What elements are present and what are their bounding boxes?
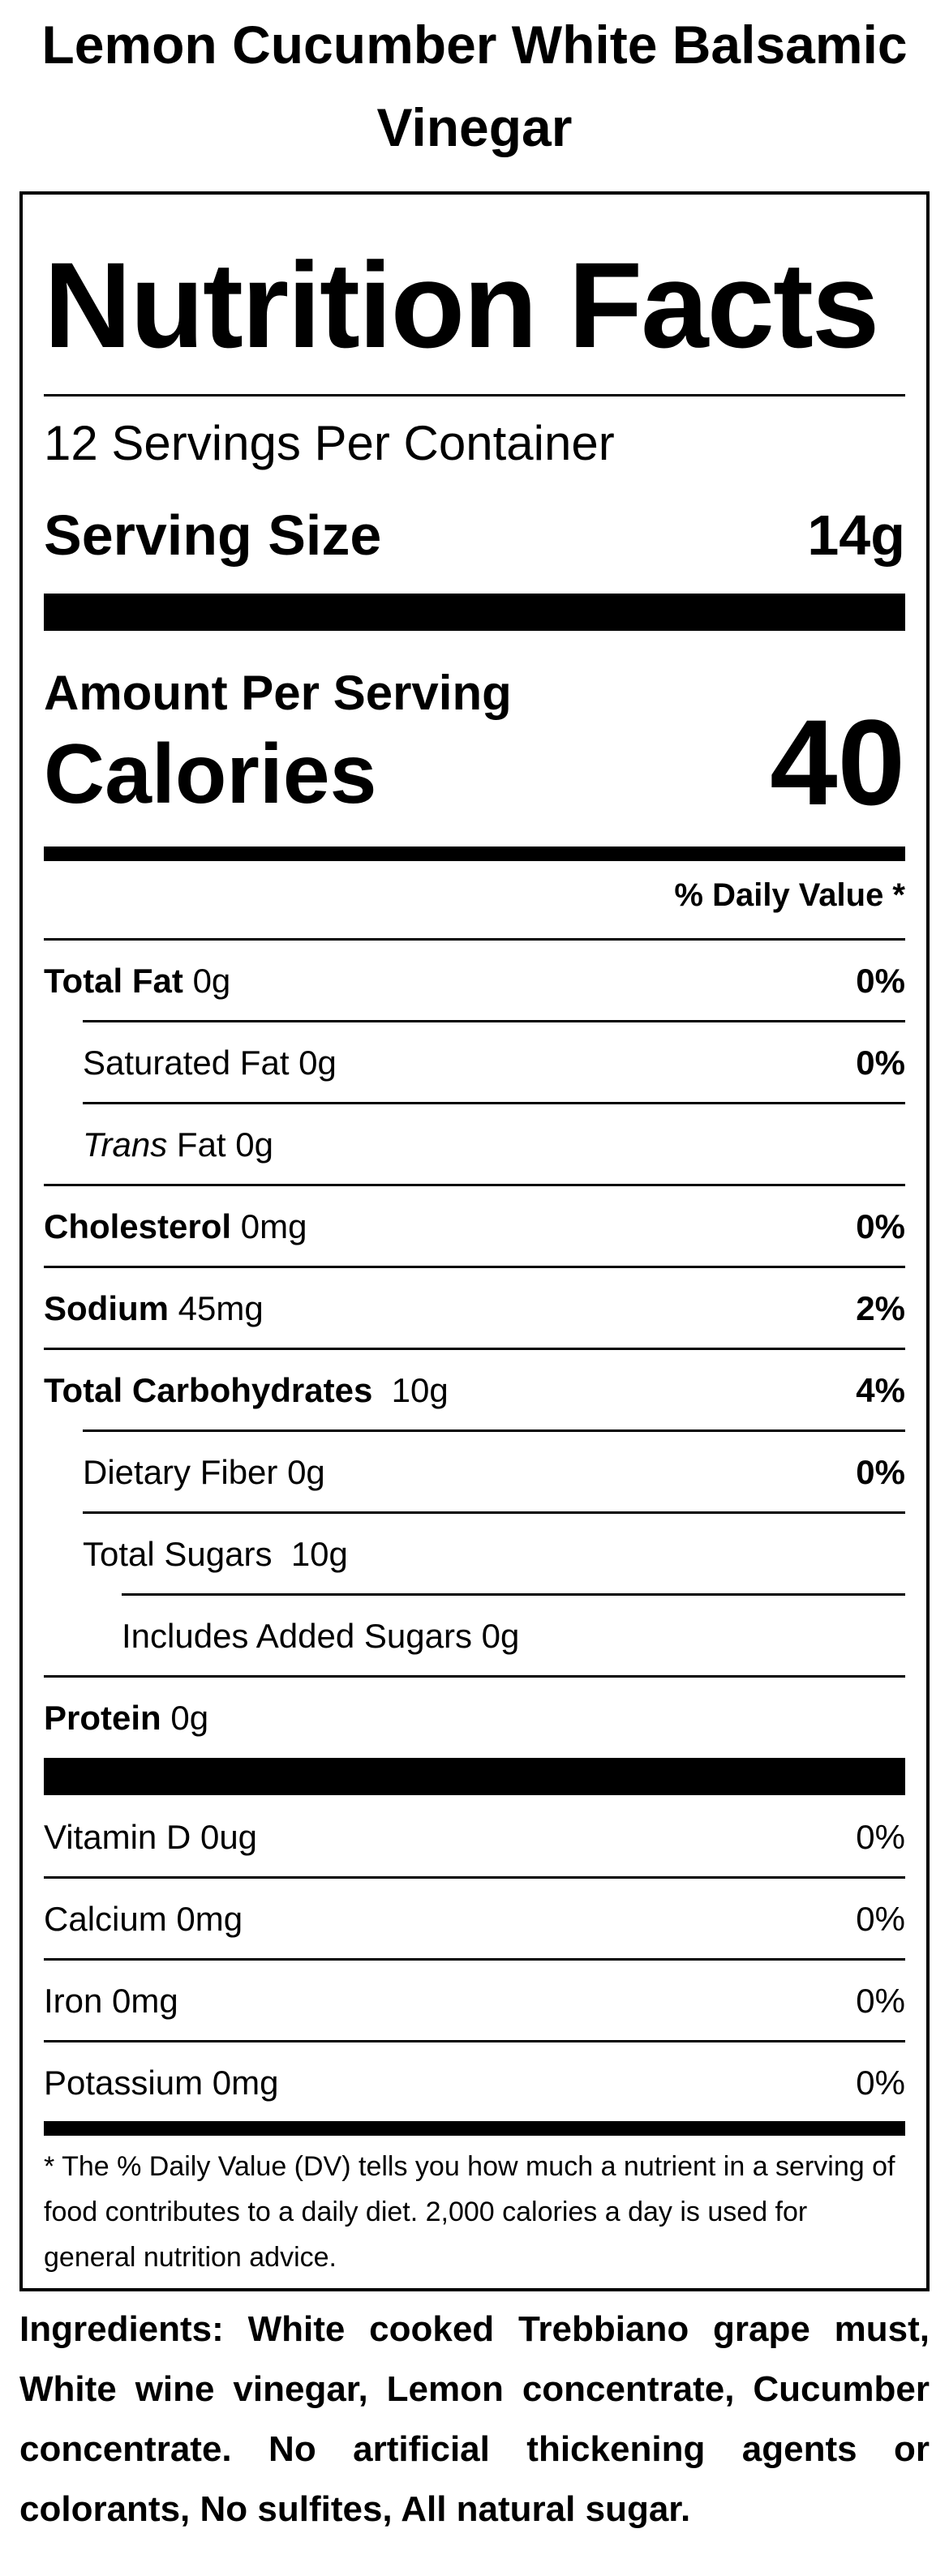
- vitamin-dv: 0%: [856, 2064, 905, 2102]
- nutrient-row-total-sugars: Total Sugars 10g: [44, 1514, 905, 1595]
- divider-thin: [44, 1184, 905, 1186]
- divider-thin: [83, 1511, 905, 1514]
- vitamin-row-potassium: Potassium 0mg 0%: [44, 2042, 905, 2124]
- divider-medium: [44, 847, 905, 861]
- nutrient-name: Cholesterol: [44, 1207, 232, 1245]
- divider-thin: [44, 394, 905, 396]
- product-title: Lemon Cucumber White Balsamic Vinegar: [41, 15, 908, 157]
- nutrient-name: Sodium: [44, 1289, 169, 1327]
- nutrition-label: Nutrition Facts 12 Servings Per Containe…: [19, 191, 930, 2291]
- nutrient-name: Total Carbohydrates: [44, 1371, 373, 1409]
- vitamin-amount: 0ug: [200, 1818, 258, 1856]
- vitamin-dv: 0%: [856, 1900, 905, 1938]
- nutrient-amount: 0g: [170, 1699, 209, 1737]
- vitamin-name: Potassium: [44, 2064, 204, 2102]
- vitamin-row-calcium: Calcium 0mg 0%: [44, 1879, 905, 1960]
- divider-thin: [122, 1593, 905, 1596]
- nutrient-amount: 45mg: [178, 1289, 264, 1327]
- vitamin-amount: 0mg: [212, 2064, 279, 2102]
- nutrient-row-saturated-fat: Saturated Fat 0g 0%: [44, 1022, 905, 1104]
- vitamin-row-iron: Iron 0mg 0%: [44, 1961, 905, 2042]
- divider-thin: [44, 1348, 905, 1350]
- nutrient-amount: 10g: [391, 1371, 449, 1409]
- nutrient-row-total-carbohydrates: Total Carbohydrates 10g 4%: [44, 1350, 905, 1431]
- ingredients-label: Ingredients:: [19, 2309, 224, 2349]
- divider-thin: [44, 1675, 905, 1678]
- daily-value-header: % Daily Value *: [674, 877, 905, 913]
- nutrient-name: Saturated Fat: [83, 1044, 290, 1082]
- serving-size-label: Serving Size: [44, 504, 382, 567]
- nutrient-name: Protein: [44, 1699, 161, 1737]
- divider-medium: [44, 2121, 905, 2136]
- nutrient-row-dietary-fiber: Dietary Fiber 0g 0%: [44, 1432, 905, 1513]
- calories-label: Calories: [44, 727, 377, 821]
- divider-thick: [44, 594, 905, 631]
- divider-thin: [44, 1958, 905, 1961]
- vitamin-row-vitamin-d: Vitamin D 0ug 0%: [44, 1797, 905, 1878]
- serving-size-row: Serving Size 14g: [44, 501, 905, 569]
- nutrient-dv: 4%: [856, 1371, 905, 1409]
- calories-value: 40: [770, 694, 905, 830]
- nutrient-row-cholesterol: Cholesterol 0mg 0%: [44, 1186, 905, 1267]
- vitamin-name: Iron: [44, 1982, 103, 2020]
- nutrient-dv: 0%: [856, 962, 905, 1000]
- nutrient-amount: 0g: [481, 1617, 520, 1655]
- divider-thick: [44, 1758, 905, 1795]
- divider-thin: [83, 1429, 905, 1432]
- divider-thin: [44, 2040, 905, 2042]
- nutrient-row-trans-fat: Trans Fat 0g: [44, 1104, 905, 1185]
- divider-thin: [44, 1266, 905, 1268]
- nutrient-amount: 0g: [287, 1453, 325, 1491]
- servings-per-container: 12 Servings Per Container: [44, 416, 615, 470]
- daily-value-footnote: * The % Daily Value (DV) tells you how m…: [44, 2151, 895, 2273]
- divider-thin: [44, 938, 905, 941]
- divider-thin: [83, 1020, 905, 1022]
- divider-thin: [83, 1102, 905, 1104]
- ingredients: Ingredients: White cooked Trebbiano grap…: [19, 2300, 930, 2540]
- serving-size-value: 14g: [807, 504, 905, 567]
- nutrient-name: Includes Added Sugars: [122, 1617, 472, 1655]
- nutrient-row-sodium: Sodium 45mg 2%: [44, 1268, 905, 1349]
- nutrient-name: Dietary Fiber: [83, 1453, 278, 1491]
- divider-thin: [44, 1876, 905, 1879]
- vitamin-name: Vitamin D: [44, 1818, 191, 1856]
- nutrient-name-suffix: Fat: [176, 1125, 226, 1164]
- nutrient-row-protein: Protein 0g: [44, 1678, 905, 1759]
- nutrient-dv: 2%: [856, 1289, 905, 1327]
- nutrient-name: Total Fat: [44, 962, 183, 1000]
- nutrient-amount: 0g: [235, 1125, 273, 1164]
- vitamin-dv: 0%: [856, 1818, 905, 1856]
- vitamin-amount: 0mg: [112, 1982, 178, 2020]
- nutrient-dv: 0%: [856, 1207, 905, 1245]
- nutrient-amount: 0g: [192, 962, 231, 1000]
- nutrient-dv: 0%: [856, 1044, 905, 1082]
- nutrition-facts-heading: Nutrition Facts: [44, 237, 879, 373]
- nutrient-amount: 0mg: [240, 1207, 307, 1245]
- nutrient-amount: 0g: [298, 1044, 337, 1082]
- vitamin-amount: 0mg: [176, 1900, 243, 1938]
- nutrient-name: Total Sugars: [83, 1535, 273, 1573]
- ingredients-text: White cooked Trebbiano grape must, White…: [19, 2309, 930, 2529]
- nutrient-dv: 0%: [856, 1453, 905, 1491]
- vitamin-dv: 0%: [856, 1982, 905, 2020]
- vitamin-name: Calcium: [44, 1900, 167, 1938]
- calories-row: Calories 40: [44, 701, 905, 823]
- amount-per-serving: Amount Per Serving: [44, 666, 512, 720]
- nutrient-name: Trans: [83, 1125, 168, 1164]
- nutrient-amount: 10g: [290, 1535, 348, 1573]
- nutrient-row-added-sugars: Includes Added Sugars 0g: [44, 1596, 905, 1677]
- nutrient-row-total-fat: Total Fat 0g 0%: [44, 941, 905, 1022]
